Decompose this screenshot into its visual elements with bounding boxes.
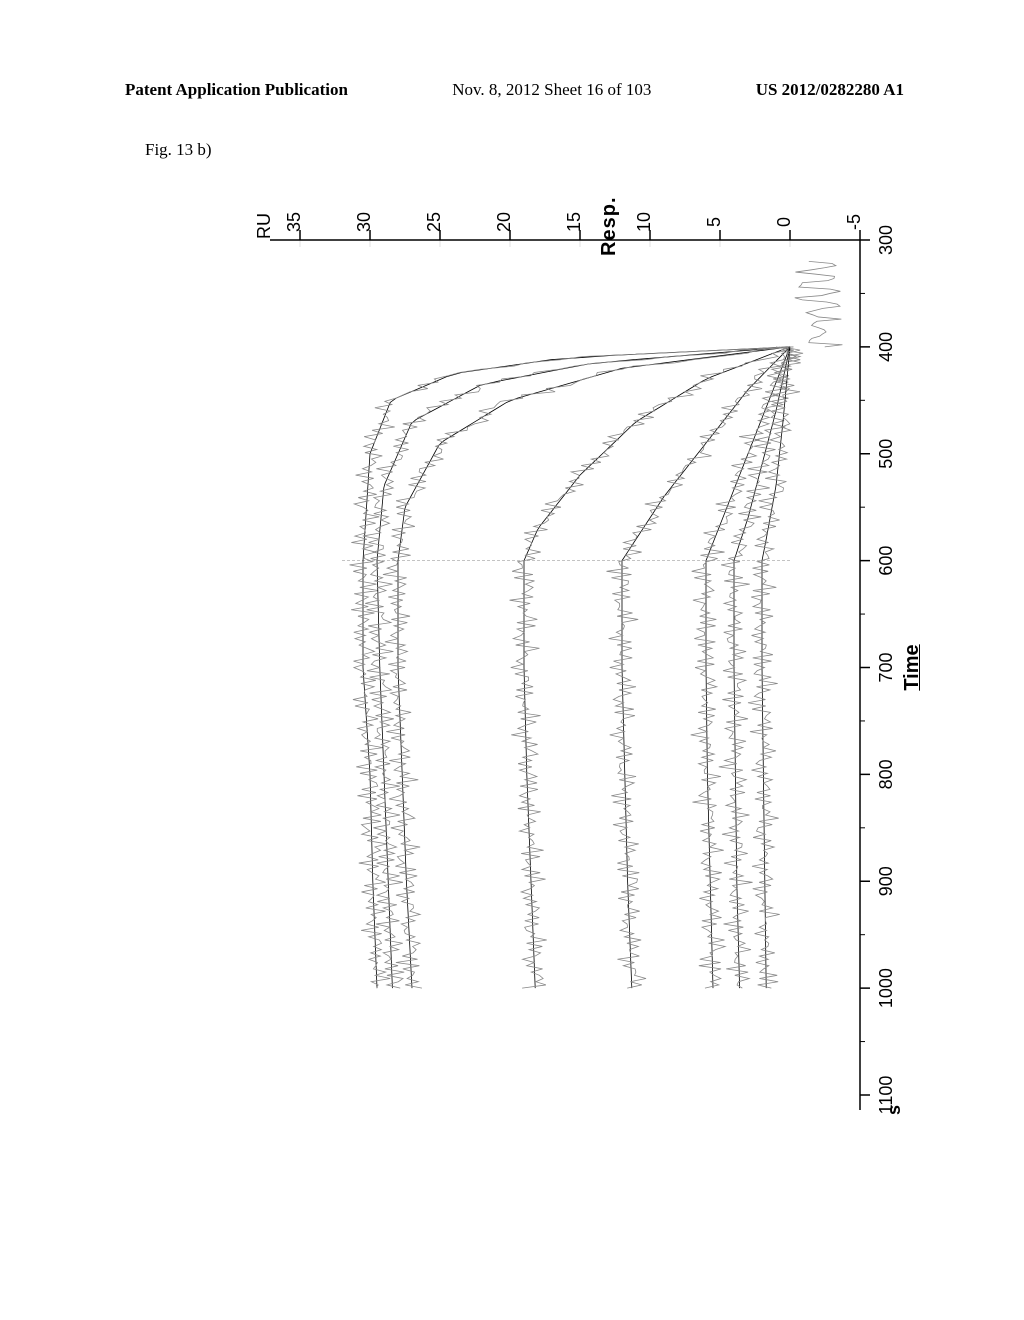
svg-text:s: s [884, 1105, 904, 1115]
chart-container: -5 0 5 10 15 20 25 30 35 RU Resp. Diff. 300 400 500 60… [120, 195, 920, 1130]
svg-text:10: 10 [634, 212, 654, 232]
header-publication: Patent Application Publication [125, 80, 348, 100]
svg-text:1000: 1000 [876, 968, 896, 1008]
svg-text:300: 300 [876, 225, 896, 255]
svg-text:35: 35 [284, 212, 304, 232]
svg-text:500: 500 [876, 439, 896, 469]
svg-text:400: 400 [876, 332, 896, 362]
svg-text:20: 20 [494, 212, 514, 232]
svg-text:15: 15 [564, 212, 584, 232]
figure-label: Fig. 13 b) [145, 140, 212, 160]
header-patent-number: US 2012/0282280 A1 [756, 80, 904, 100]
svg-text:600: 600 [876, 546, 896, 576]
svg-text:Resp. Diff.: Resp. Diff. [598, 195, 620, 256]
svg-text:700: 700 [876, 652, 896, 682]
svg-text:800: 800 [876, 759, 896, 789]
svg-text:900: 900 [876, 866, 896, 896]
svg-text:25: 25 [424, 212, 444, 232]
svg-text:5: 5 [704, 217, 724, 227]
svg-text:30: 30 [354, 212, 374, 232]
page-header: Patent Application Publication Nov. 8, 2… [0, 80, 1024, 100]
svg-text:Time: Time [901, 644, 920, 690]
svg-text:-5: -5 [844, 214, 864, 230]
svg-text:0: 0 [774, 217, 794, 227]
sensorgram-chart: -5 0 5 10 15 20 25 30 35 RU Resp. Diff. 300 400 500 60… [120, 195, 920, 1130]
svg-text:RU: RU [254, 213, 274, 239]
header-sheet-info: Nov. 8, 2012 Sheet 16 of 103 [452, 80, 651, 100]
